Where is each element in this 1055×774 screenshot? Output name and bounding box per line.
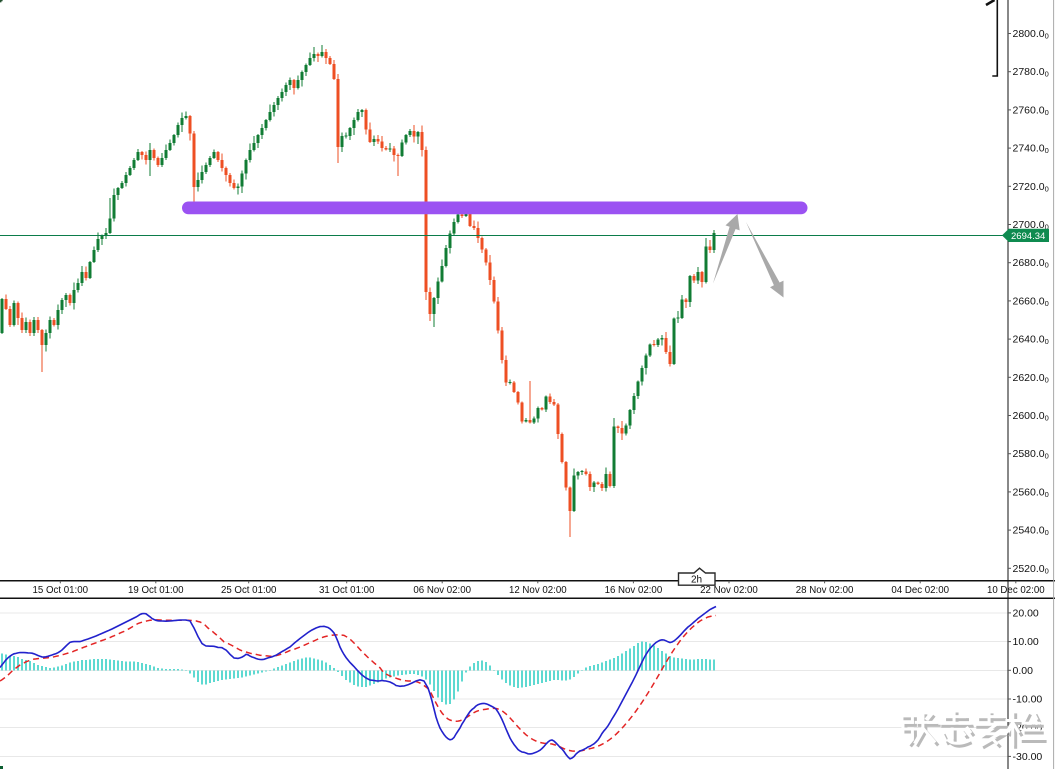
svg-text:2640.00: 2640.00: [1013, 334, 1049, 347]
svg-text:06 Nov 02:00: 06 Nov 02:00: [413, 585, 471, 596]
svg-text:10.00: 10.00: [1013, 636, 1039, 648]
svg-text:-30.00: -30.00: [1013, 751, 1043, 763]
svg-text:2740.00: 2740.00: [1013, 143, 1049, 156]
svg-text:2660.00: 2660.00: [1013, 295, 1049, 308]
svg-text:2760.00: 2760.00: [1013, 104, 1049, 117]
svg-text:19 Oct 01:00: 19 Oct 01:00: [128, 585, 184, 596]
svg-text:2780.00: 2780.00: [1013, 66, 1049, 79]
svg-text:-10.00: -10.00: [1013, 694, 1043, 706]
svg-text:25 Oct 01:00: 25 Oct 01:00: [221, 585, 277, 596]
svg-text:2580.00: 2580.00: [1013, 448, 1049, 461]
svg-text:2540.00: 2540.00: [1013, 525, 1049, 538]
svg-text:2800.00: 2800.00: [1013, 28, 1049, 41]
svg-text:15 Oct 01:00: 15 Oct 01:00: [33, 585, 89, 596]
svg-text:04 Dec 02:00: 04 Dec 02:00: [891, 585, 949, 596]
svg-text:2700.00: 2700.00: [1013, 219, 1049, 232]
svg-text:2520.00: 2520.00: [1013, 563, 1049, 576]
svg-text:2h: 2h: [691, 575, 702, 586]
svg-text:12 Nov 02:00: 12 Nov 02:00: [509, 585, 567, 596]
svg-text:20.00: 20.00: [1013, 607, 1039, 619]
svg-text:2560.00: 2560.00: [1013, 486, 1049, 499]
svg-text:22 Nov 02:00: 22 Nov 02:00: [700, 585, 758, 596]
svg-text:2620.00: 2620.00: [1013, 372, 1049, 385]
svg-text:0.00: 0.00: [1013, 665, 1034, 677]
svg-text:2720.00: 2720.00: [1013, 181, 1049, 194]
svg-text:28 Nov 02:00: 28 Nov 02:00: [796, 585, 854, 596]
svg-text:16 Nov 02:00: 16 Nov 02:00: [605, 585, 663, 596]
svg-text:2680.00: 2680.00: [1013, 257, 1049, 270]
svg-text:2600.00: 2600.00: [1013, 410, 1049, 423]
svg-text:2694.34: 2694.34: [1011, 231, 1045, 242]
svg-text:31 Oct 01:00: 31 Oct 01:00: [319, 585, 375, 596]
svg-text:10 Dec 02:00: 10 Dec 02:00: [987, 585, 1045, 596]
